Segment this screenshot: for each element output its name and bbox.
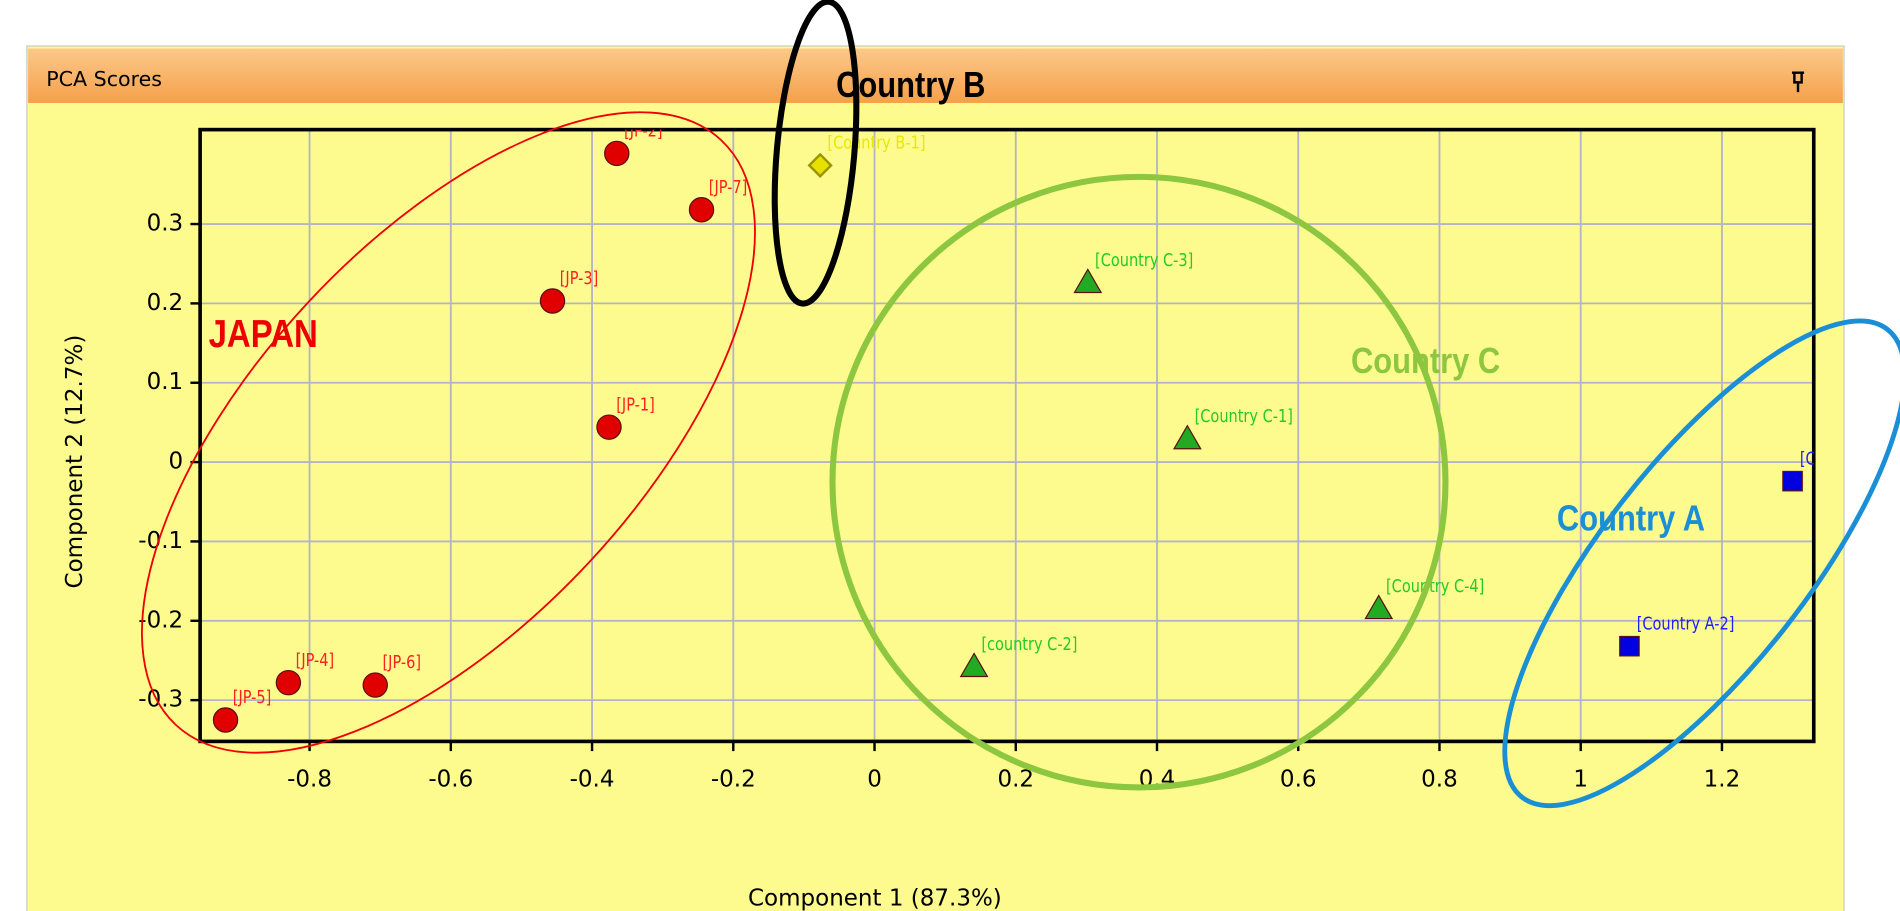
points: [JP-2] [JP-7] [JP-3] [JP-1] [JP-4] [JP-6] [JP-… <box>212 120 1816 733</box>
point-label: [JP-3] <box>560 268 599 289</box>
x-tick-label: -0.6 <box>428 767 473 793</box>
pin-icon[interactable] <box>1791 71 1805 93</box>
y-tick-label: 0.2 <box>147 290 184 316</box>
point <box>688 197 715 223</box>
callout-ellipse <box>771 0 860 307</box>
point <box>959 652 989 678</box>
x-tick-label: -0.8 <box>287 767 332 793</box>
callout-ellipse <box>1502 318 1900 809</box>
point <box>1172 424 1202 450</box>
annotation: Country B <box>836 64 985 105</box>
x-tick-label: -0.4 <box>570 767 615 793</box>
x-tick-label: 0.8 <box>1421 767 1458 793</box>
point-label: [JP-5] <box>233 687 272 708</box>
point-label: [C <box>1800 448 1816 469</box>
point-label: [JP-4] <box>296 649 335 670</box>
annotation: Country C <box>1351 341 1500 382</box>
point <box>807 152 833 178</box>
point <box>596 414 622 440</box>
point-label: [JP-2] <box>624 120 663 141</box>
x-tick-label: 1.2 <box>1704 767 1741 793</box>
callout-ellipse <box>141 111 756 754</box>
y-tick-label: -0.2 <box>138 607 183 633</box>
point-label: [JP-7] <box>709 176 748 197</box>
panel-header <box>28 48 1843 103</box>
x-axis-label: Component 1 (87.3%) <box>748 885 1002 911</box>
y-axis-label: Component 2 (12.7%) <box>62 335 88 589</box>
x-tick-label: 0.6 <box>1280 767 1317 793</box>
point <box>362 672 388 698</box>
y-tick-label: 0.3 <box>147 211 184 237</box>
point <box>275 669 302 696</box>
point-label: [Country C-3] <box>1095 249 1193 270</box>
point <box>1619 635 1640 657</box>
point <box>212 707 239 733</box>
point-label: [JP-6] <box>383 652 422 673</box>
x-tick-label: -0.2 <box>711 767 756 793</box>
plot-area <box>200 129 1814 742</box>
x-tick-label: 0.2 <box>997 767 1034 793</box>
plot-border <box>198 127 1816 744</box>
point <box>1073 268 1103 294</box>
y-tick-label: 0 <box>169 449 184 475</box>
annotation: JAPAN <box>209 311 318 355</box>
y-tick-label: 0.1 <box>147 369 184 395</box>
x-tick-label: 1 <box>1573 767 1588 793</box>
point <box>1364 594 1394 620</box>
panel-title: PCA Scores <box>46 67 162 91</box>
callout-ellipse <box>829 173 1449 791</box>
point-label: [Country A-2] <box>1637 613 1735 634</box>
y-tick-label: -0.1 <box>138 528 183 554</box>
point <box>539 288 566 314</box>
x-tick-label: 0 <box>867 767 882 793</box>
point-label: [Country C-4] <box>1386 575 1484 596</box>
point <box>1782 470 1803 492</box>
point-label: [Country C-1] <box>1195 406 1293 427</box>
point-label: [JP-1] <box>616 394 655 415</box>
point-label: [Country B-1] <box>827 132 925 153</box>
annotation: Country A <box>1557 498 1705 539</box>
point <box>604 140 630 167</box>
y-tick-label: -0.3 <box>138 687 183 713</box>
point-label: [country C-2] <box>981 633 1077 654</box>
